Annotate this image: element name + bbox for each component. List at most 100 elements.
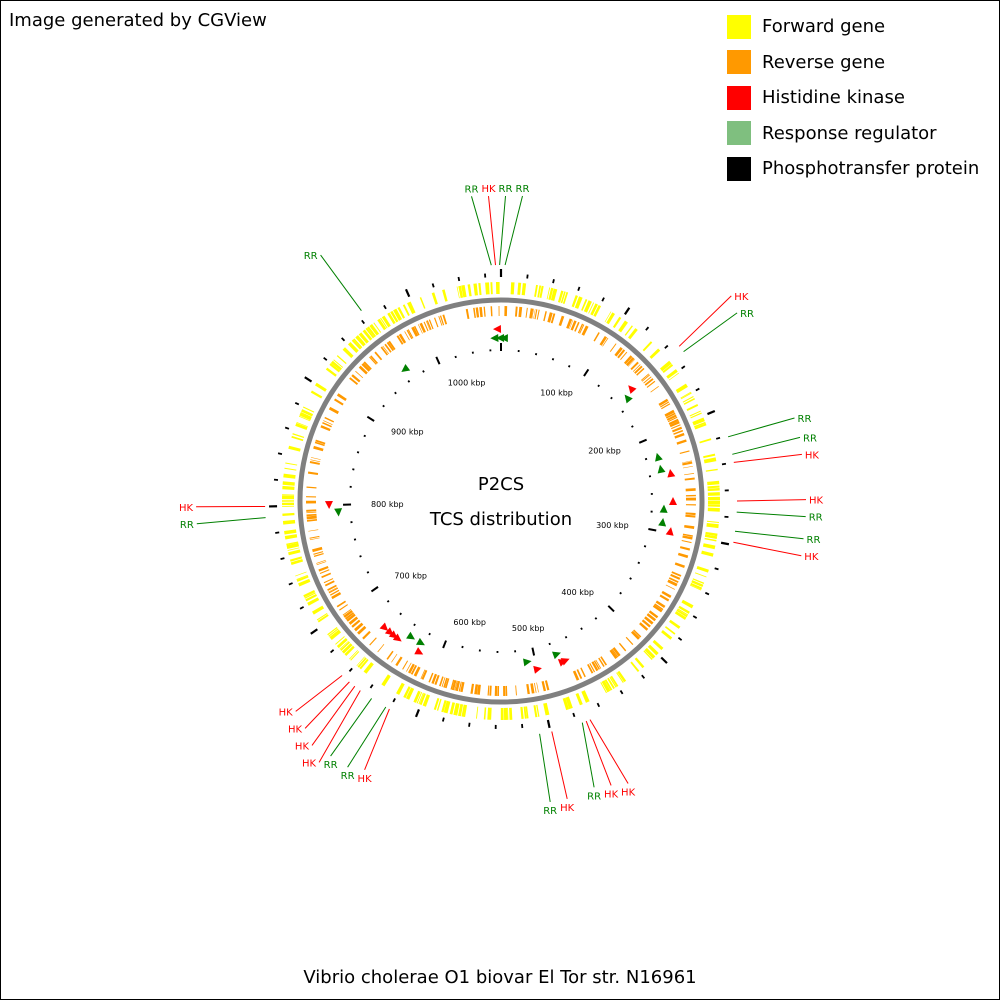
response-regulator-marker [659, 504, 668, 513]
legend-item-response-regulator: Response regulator [727, 116, 979, 152]
forward-gene-block [707, 485, 720, 489]
forward-gene-block [284, 467, 297, 471]
forward-gene-block [290, 558, 304, 565]
reverse-gene-block [428, 672, 434, 683]
reverse-gene-block [617, 349, 626, 359]
forward-gene-block [680, 392, 692, 400]
reverse-gene-block [572, 670, 580, 681]
reverse-gene-block [667, 416, 678, 423]
feature-callout-line [736, 499, 807, 502]
forward-gene-block [433, 698, 440, 711]
minor-tick [431, 283, 435, 288]
forward-gene-block [562, 292, 569, 304]
rr-label: RR [465, 184, 479, 195]
kbp-minor-tick [428, 632, 431, 636]
forward-gene-block [624, 325, 633, 336]
reverse-gene-block [386, 650, 394, 660]
reverse-gene-block [666, 414, 677, 421]
forward-gene-block [336, 355, 347, 365]
forward-gene-block [546, 287, 551, 300]
reverse-gene-block [444, 678, 450, 689]
hk-label: HK [179, 503, 194, 514]
reverse-gene-block [477, 684, 481, 695]
forward-gene-block [704, 537, 717, 542]
forward-gene-block [487, 707, 492, 720]
forward-gene-block [630, 661, 640, 672]
forward-gene-block [574, 296, 583, 309]
forward-gene-block [282, 519, 296, 525]
reverse-gene-block [591, 661, 599, 672]
forward-gene-block [282, 494, 295, 496]
reverse-gene-block [369, 637, 377, 646]
forward-gene-block [357, 657, 367, 668]
reverse-gene-block [319, 569, 330, 575]
kbp-minor-tick [619, 591, 622, 595]
forward-gene-block [282, 502, 295, 506]
reverse-gene-block [314, 441, 325, 447]
forward-gene-block [317, 614, 329, 623]
kbp-minor-tick [356, 451, 360, 454]
reverse-gene-block [423, 321, 429, 332]
reverse-gene-block [593, 332, 600, 342]
minor-tick [288, 582, 293, 586]
reverse-gene-block [309, 460, 320, 465]
reverse-gene-block [354, 622, 364, 632]
forward-gene-block [473, 283, 478, 296]
minor-tick [457, 276, 461, 282]
reverse-gene-block [306, 511, 317, 514]
forward-gene-block [523, 706, 527, 719]
forward-gene-block [286, 541, 299, 546]
reverse-gene-block [685, 494, 696, 497]
forward-gene-block [362, 329, 373, 341]
kbp-minor-tick [637, 561, 641, 565]
forward-gene-block [328, 628, 339, 637]
reverse-gene-track [306, 306, 696, 696]
kbp-minor-tick [629, 577, 632, 580]
feature-callout-line [551, 731, 568, 800]
forward-gene-block [358, 332, 369, 344]
kbp-minor-tick [643, 545, 647, 548]
kbp-minor-tick [422, 370, 425, 373]
legend-item-histidine-kinase: Histidine kinase [727, 80, 979, 116]
reverse-gene-block [661, 403, 671, 410]
response-regulator-marker [658, 517, 667, 527]
forward-gene-block [571, 295, 578, 308]
reverse-gene-block [315, 439, 326, 445]
reverse-gene-block [612, 647, 621, 657]
reverse-gene-block [671, 571, 682, 577]
feature-callout-line [330, 698, 373, 757]
reverse-gene-block [589, 663, 596, 673]
forward-gene-block [562, 697, 570, 711]
rr-label: RR [809, 513, 823, 524]
forward-gene-block [282, 485, 295, 490]
forward-gene-block [351, 339, 362, 350]
kbp-minor-tick [631, 425, 634, 428]
forward-gene-block [581, 690, 590, 703]
forward-gene-block [393, 308, 403, 321]
forward-gene-block [560, 291, 566, 304]
reverse-gene-block [328, 587, 338, 593]
forward-gene-block [325, 367, 337, 377]
reverse-gene-block [674, 562, 685, 568]
minor-tick [704, 591, 710, 596]
forward-gene-block [342, 347, 354, 359]
reverse-gene-block [685, 488, 696, 492]
forward-gene-block [303, 590, 316, 598]
hk-label: HK [279, 707, 294, 718]
forward-gene-block [537, 285, 542, 298]
kbp-label: 700 kbp [394, 571, 427, 580]
forward-gene-block [403, 686, 411, 699]
reverse-gene-block [413, 325, 420, 336]
reverse-gene-block [331, 591, 342, 600]
minor-tick [294, 401, 300, 406]
minor-tick [619, 689, 624, 695]
forward-gene-block [534, 284, 538, 297]
forward-gene-block [642, 341, 653, 352]
minor-tick [641, 674, 646, 679]
reverse-gene-block [505, 685, 508, 696]
reverse-gene-block [630, 630, 641, 640]
reverse-gene-block [684, 473, 695, 476]
forward-gene-block [652, 639, 664, 651]
reverse-gene-block [623, 355, 633, 365]
reverse-gene-block [406, 662, 412, 672]
